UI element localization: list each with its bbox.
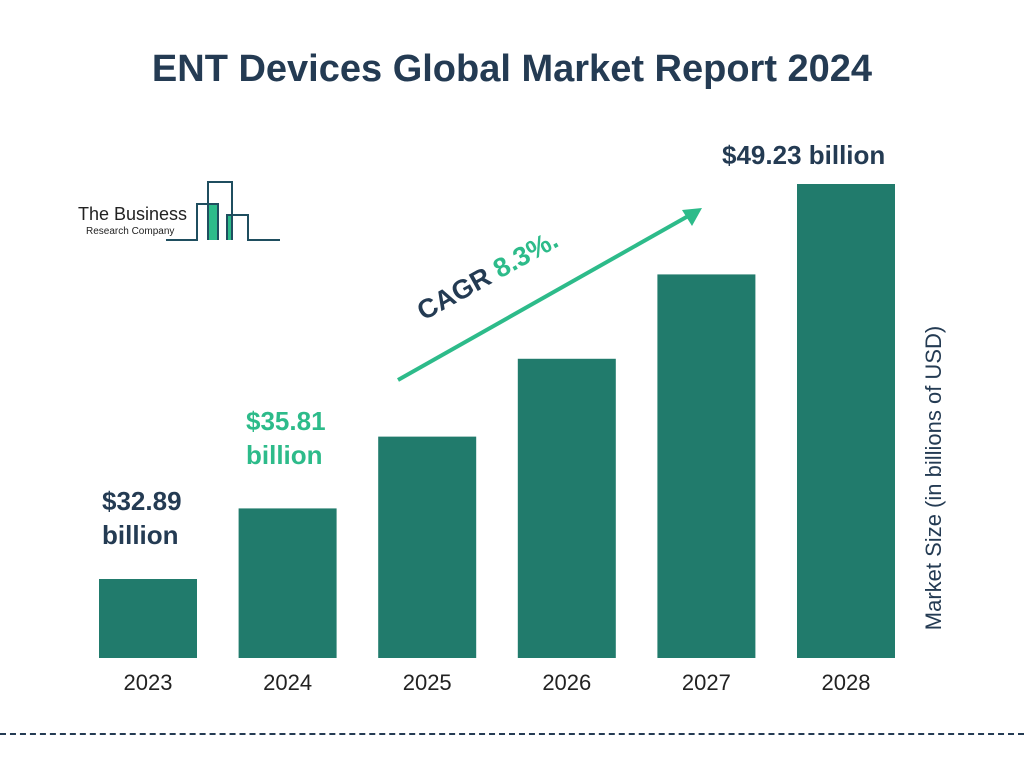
x-tick-label-2027: 2027: [682, 670, 731, 695]
bar-2027: [657, 274, 756, 658]
bar-2024: [238, 508, 337, 658]
logo-text-line2: Research Company: [86, 226, 175, 237]
x-tick-label-2026: 2026: [542, 670, 591, 695]
data-label-2023-value: $32.89: [102, 486, 182, 516]
x-tick-label-2028: 2028: [822, 670, 871, 695]
cagr-arrow-line: [397, 213, 691, 382]
chart-title: ENT Devices Global Market Report 2024: [151, 48, 873, 90]
data-label-2023-unit: billion: [102, 520, 179, 550]
bar-2023: [99, 579, 197, 658]
data-label-2023: $32.89 billion: [102, 484, 182, 552]
y-axis-label: Market Size (in billions of USD): [921, 325, 946, 631]
footer-divider: [0, 733, 1024, 735]
data-label-2028: $49.23 billion: [722, 140, 886, 170]
x-tick-label-2023: 2023: [124, 670, 173, 695]
cagr-arrow-head-icon: [682, 208, 702, 226]
logo-text-line1: The Business: [78, 204, 188, 224]
data-label-2024-value: $35.81: [246, 406, 326, 436]
x-tick-label-2024: 2024: [263, 670, 312, 695]
bar-2025: [378, 436, 477, 658]
data-label-2024: $35.81 billion: [246, 404, 326, 472]
bar-2026: [517, 358, 616, 658]
bar-2028: [797, 184, 895, 658]
x-tick-label-2025: 2025: [403, 670, 452, 695]
data-label-2024-unit: billion: [246, 440, 323, 470]
